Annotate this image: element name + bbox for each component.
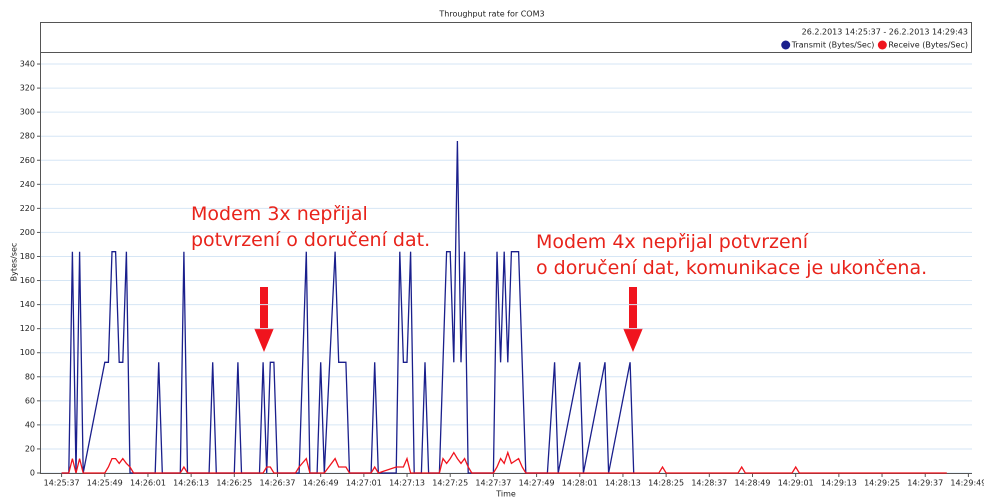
x-tick-label: 14:27:13 (389, 479, 425, 488)
y-tick-label: 20 (25, 444, 35, 453)
arrow-shaft (629, 287, 637, 329)
x-tick-label: 14:29:01 (778, 479, 814, 488)
y-tick-label: 340 (20, 60, 35, 69)
x-tick-label: 14:26:25 (216, 479, 252, 488)
x-tick-label: 14:28:25 (648, 479, 684, 488)
y-tick-label: 180 (20, 252, 35, 261)
legend-label: Transmit (Bytes/Sec) (791, 41, 875, 50)
x-tick-label: 14:26:13 (173, 479, 209, 488)
y-tick-label: 80 (25, 372, 35, 381)
y-tick-label: 320 (20, 84, 35, 93)
x-tick-label: 14:29:49 (950, 479, 984, 488)
x-axis-label: Time (495, 490, 516, 499)
x-tick-label: 14:25:49 (87, 479, 123, 488)
annotation: Modem 4x nepřijal potvrzení (536, 231, 809, 253)
y-tick-label: 220 (20, 204, 35, 213)
y-tick-label: 100 (20, 348, 35, 357)
annotation: Modem 3x nepřijal (191, 203, 368, 225)
x-tick-label: 14:27:25 (432, 479, 468, 488)
x-tick-label: 14:27:01 (346, 479, 382, 488)
legend-marker (781, 40, 791, 50)
subtitle: 26.2.2013 14:25:37 - 26.2.2013 14:29:43 (802, 28, 968, 37)
series-line (61, 450, 947, 474)
arrow-shaft (260, 287, 268, 329)
y-axis-label: Bytes/sec (10, 243, 19, 282)
x-tick-label: 14:27:49 (519, 479, 555, 488)
annotation: potvrzení o doručení dat. (191, 229, 430, 251)
x-tick-label: 14:29:13 (821, 479, 857, 488)
y-tick-label: 120 (20, 324, 35, 333)
x-tick-label: 14:26:49 (303, 479, 339, 488)
y-tick-label: 240 (20, 180, 35, 189)
y-tick-label: 140 (20, 300, 35, 309)
x-tick-label: 14:28:13 (605, 479, 641, 488)
x-tick-label: 14:29:37 (907, 479, 943, 488)
legend-box (40, 22, 972, 53)
annotation: o doručení dat, komunikace je ukončena. (536, 257, 927, 279)
x-tick-label: 14:28:49 (735, 479, 771, 488)
y-tick-label: 260 (20, 156, 35, 165)
x-tick-label: 14:26:37 (260, 479, 296, 488)
y-tick-label: 280 (20, 132, 35, 141)
arrow-head (623, 328, 643, 352)
x-tick-label: 14:29:25 (864, 479, 900, 488)
y-tick-label: 0 (30, 469, 35, 478)
y-tick-label: 300 (20, 108, 35, 117)
x-tick-label: 14:27:37 (475, 479, 511, 488)
legend-label: Receive (Bytes/Sec) (888, 41, 968, 50)
x-tick-label: 14:28:37 (691, 479, 727, 488)
legend-marker (877, 40, 887, 50)
arrow-head (254, 328, 274, 352)
x-tick-label: 14:26:01 (130, 479, 166, 488)
y-tick-label: 160 (20, 276, 35, 285)
y-tick-label: 60 (25, 396, 35, 405)
arrows (254, 287, 643, 352)
y-tick-label: 200 (20, 228, 35, 237)
chart-title: Throughput rate for COM3 (438, 10, 544, 19)
x-tick-label: 14:28:01 (562, 479, 598, 488)
y-tick-label: 40 (25, 420, 35, 429)
x-tick-label: 14:25:37 (44, 479, 80, 488)
